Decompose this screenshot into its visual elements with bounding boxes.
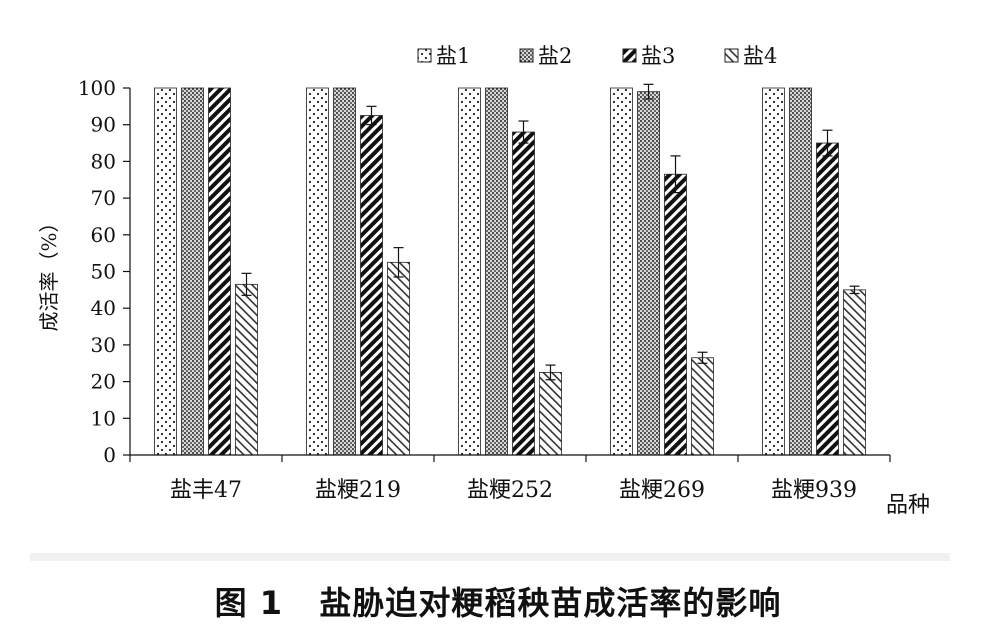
legend-swatch xyxy=(724,48,739,63)
bar xyxy=(485,87,508,456)
y-tick-label: 0 xyxy=(103,443,116,467)
figure-caption-text: 盐胁迫对粳稻秧苗成活率的影响 xyxy=(319,584,782,622)
y-tick-label: 20 xyxy=(91,370,116,394)
legend-swatch xyxy=(622,48,637,63)
bar xyxy=(333,87,356,456)
x-axis: 盐丰47 盐粳219 盐粳252 盐粳269 盐粳939 xyxy=(129,454,891,503)
bar xyxy=(539,372,562,456)
bar xyxy=(691,357,714,456)
bar xyxy=(235,283,258,456)
legend-label: 盐1 xyxy=(436,44,470,68)
legend-label: 盐3 xyxy=(641,44,675,68)
bar xyxy=(843,289,866,456)
x-axis-title: 品种 xyxy=(886,493,930,518)
bar xyxy=(816,142,839,456)
x-tick-label: 盐粳939 xyxy=(771,478,857,503)
caption-divider xyxy=(30,553,950,561)
y-tick-label: 70 xyxy=(91,186,116,210)
bar xyxy=(637,91,660,456)
bar xyxy=(387,261,410,456)
y-tick-label: 50 xyxy=(91,260,116,284)
y-tick-label: 40 xyxy=(91,296,116,320)
y-tick-label: 60 xyxy=(91,223,116,247)
figure-label: 图 1 xyxy=(214,584,283,622)
legend-label: 盐4 xyxy=(743,44,777,68)
bar xyxy=(762,87,785,456)
x-tick-label: 盐粳252 xyxy=(467,478,553,503)
y-tick-label: 80 xyxy=(91,149,116,173)
bar-series-group xyxy=(154,83,866,456)
bar-chart: 盐1 盐2 盐3 盐4 成活率（%） 0 10 20 30 40 50 60 70 80 90 100 盐… xyxy=(37,44,930,518)
y-tick-label: 10 xyxy=(91,406,116,430)
y-axis-title: 成活率（%） xyxy=(37,212,61,331)
bar xyxy=(610,87,633,456)
bar xyxy=(512,131,535,456)
bar xyxy=(154,87,177,456)
legend-swatch xyxy=(417,48,432,63)
figure-caption: 图 1 盐胁迫对粳稻秧苗成活率的影响 xyxy=(0,578,996,624)
y-tick-label: 100 xyxy=(78,76,116,100)
bar xyxy=(664,173,687,456)
y-tick-label: 90 xyxy=(91,113,116,137)
legend-swatch xyxy=(519,48,534,63)
x-tick-label: 盐粳219 xyxy=(315,478,401,503)
y-axis: 0 10 20 30 40 50 60 70 80 90 100 xyxy=(78,76,131,467)
bar xyxy=(789,87,812,456)
x-tick-label: 盐丰47 xyxy=(170,478,242,503)
bar xyxy=(208,87,231,456)
chart-legend: 盐1 盐2 盐3 盐4 xyxy=(417,44,777,68)
legend-label: 盐2 xyxy=(538,44,572,68)
bar xyxy=(458,87,481,456)
bar xyxy=(306,87,329,456)
bar xyxy=(181,87,204,456)
bar xyxy=(360,115,383,456)
x-tick-label: 盐粳269 xyxy=(619,478,705,503)
y-tick-label: 30 xyxy=(91,333,116,357)
